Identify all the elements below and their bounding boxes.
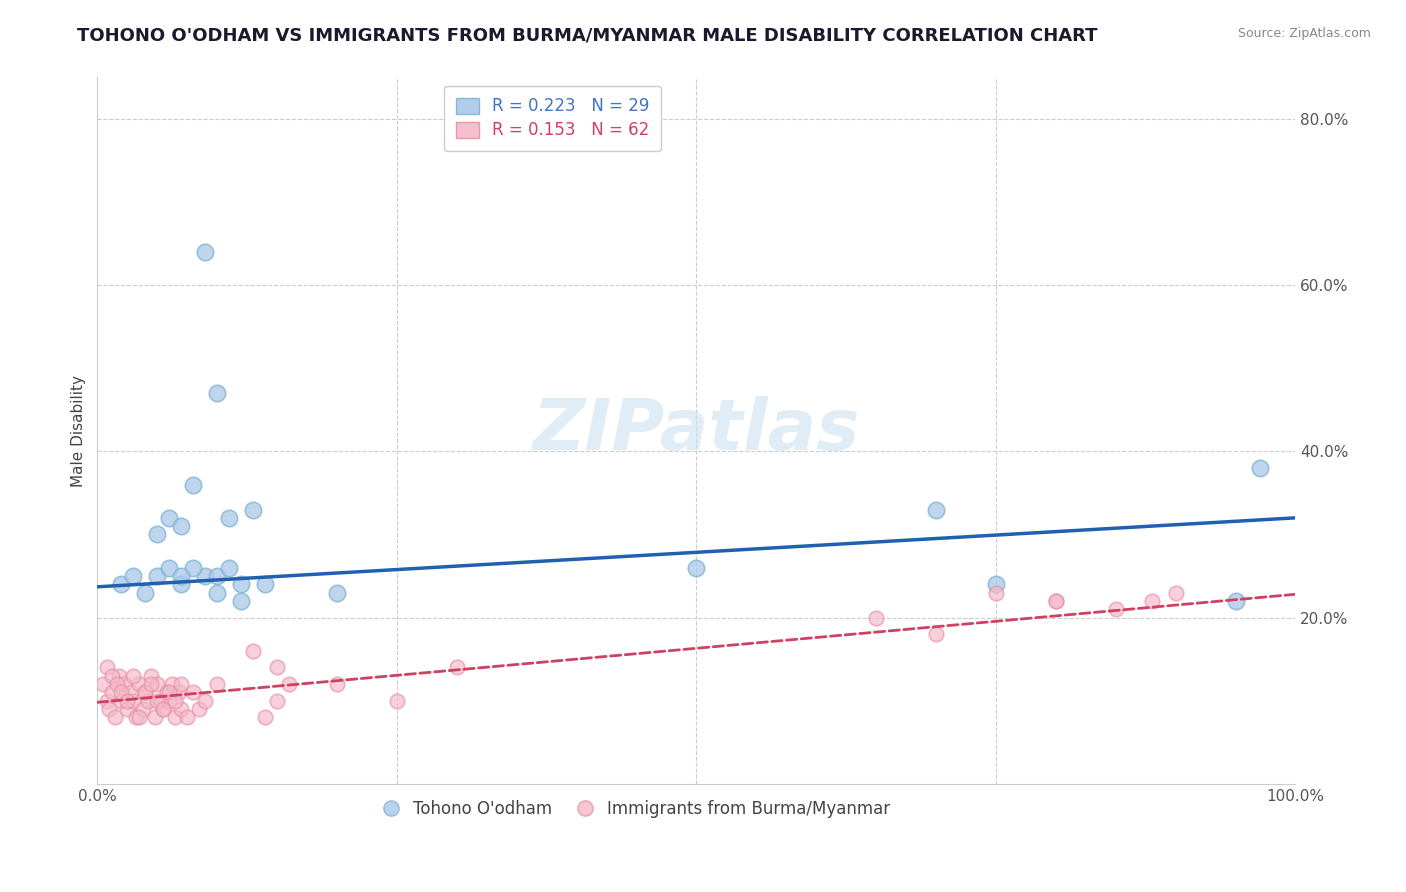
Point	[108, 669, 131, 683]
Point	[1164, 585, 1187, 599]
Point	[128, 677, 150, 691]
Point	[205, 386, 228, 401]
Point	[1249, 461, 1271, 475]
Y-axis label: Male Disability: Male Disability	[72, 375, 86, 487]
Point	[266, 660, 288, 674]
Point	[1105, 602, 1128, 616]
Point	[125, 710, 148, 724]
Point	[1045, 594, 1067, 608]
Point	[157, 560, 180, 574]
Point	[122, 569, 145, 583]
Point	[984, 585, 1007, 599]
Point	[157, 511, 180, 525]
Point	[194, 569, 217, 583]
Point	[218, 511, 240, 525]
Point	[181, 477, 204, 491]
Point	[170, 702, 193, 716]
Point	[865, 610, 887, 624]
Point	[218, 560, 240, 574]
Point	[98, 702, 121, 716]
Point	[146, 527, 169, 541]
Point	[925, 627, 948, 641]
Point	[170, 577, 193, 591]
Point	[205, 677, 228, 691]
Point	[176, 710, 198, 724]
Point	[205, 569, 228, 583]
Point	[134, 685, 156, 699]
Point	[152, 702, 174, 716]
Point	[156, 685, 179, 699]
Point	[165, 693, 187, 707]
Point	[134, 585, 156, 599]
Point	[100, 669, 122, 683]
Point	[149, 693, 172, 707]
Point	[143, 710, 166, 724]
Point	[194, 693, 217, 707]
Point	[146, 693, 169, 707]
Point	[117, 693, 139, 707]
Point	[136, 693, 159, 707]
Point	[117, 702, 139, 716]
Point	[278, 677, 301, 691]
Point	[96, 660, 118, 674]
Point	[266, 693, 288, 707]
Point	[134, 685, 156, 699]
Point	[925, 502, 948, 516]
Point	[188, 702, 211, 716]
Point	[446, 660, 468, 674]
Point	[141, 677, 163, 691]
Point	[157, 693, 180, 707]
Point	[110, 577, 132, 591]
Point	[141, 669, 163, 683]
Point	[242, 644, 264, 658]
Point	[326, 585, 349, 599]
Point	[229, 594, 252, 608]
Point	[685, 560, 707, 574]
Point	[96, 693, 118, 707]
Point	[181, 685, 204, 699]
Point	[120, 685, 142, 699]
Point	[122, 693, 145, 707]
Point	[1225, 594, 1247, 608]
Text: Source: ZipAtlas.com: Source: ZipAtlas.com	[1237, 27, 1371, 40]
Point	[128, 710, 150, 724]
Point	[157, 685, 180, 699]
Point	[254, 710, 277, 724]
Point	[385, 693, 408, 707]
Point	[167, 685, 190, 699]
Text: TOHONO O'ODHAM VS IMMIGRANTS FROM BURMA/MYANMAR MALE DISABILITY CORRELATION CHAR: TOHONO O'ODHAM VS IMMIGRANTS FROM BURMA/…	[77, 27, 1098, 45]
Point	[170, 519, 193, 533]
Point	[326, 677, 349, 691]
Legend: Tohono O'odham, Immigrants from Burma/Myanmar: Tohono O'odham, Immigrants from Burma/My…	[377, 794, 897, 825]
Point	[146, 569, 169, 583]
Point	[229, 577, 252, 591]
Point	[181, 560, 204, 574]
Point	[194, 244, 217, 259]
Point	[984, 577, 1007, 591]
Point	[170, 569, 193, 583]
Point	[254, 577, 277, 591]
Point	[165, 710, 187, 724]
Point	[122, 669, 145, 683]
Point	[170, 677, 193, 691]
Point	[110, 693, 132, 707]
Point	[110, 685, 132, 699]
Point	[205, 585, 228, 599]
Point	[100, 685, 122, 699]
Point	[132, 702, 155, 716]
Point	[1045, 594, 1067, 608]
Point	[104, 710, 127, 724]
Point	[242, 502, 264, 516]
Point	[105, 677, 128, 691]
Point	[1140, 594, 1163, 608]
Point	[160, 677, 183, 691]
Point	[152, 702, 174, 716]
Point	[112, 677, 135, 691]
Point	[93, 677, 115, 691]
Point	[146, 677, 169, 691]
Text: ZIPatlas: ZIPatlas	[533, 396, 860, 465]
